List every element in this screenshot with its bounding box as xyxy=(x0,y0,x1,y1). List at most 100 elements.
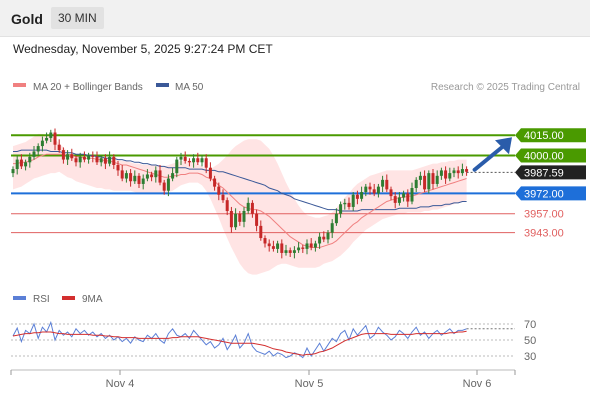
candle-body xyxy=(238,213,242,222)
x-tick-label: Nov 5 xyxy=(295,378,324,390)
candle-body xyxy=(444,170,448,179)
candle-body xyxy=(297,247,301,251)
x-axis: Nov 4 Nov 5 Nov 6 xyxy=(10,370,516,390)
timeframe-tab[interactable]: 30 MIN xyxy=(51,7,104,29)
candle-body xyxy=(452,170,456,174)
level-lines xyxy=(11,134,515,234)
candle-body xyxy=(66,154,70,160)
candles xyxy=(11,128,469,259)
candle-body xyxy=(431,173,435,184)
candle-body xyxy=(162,182,166,191)
x-tick-label: Nov 6 xyxy=(463,378,492,390)
rsi-tick-label: 70 xyxy=(524,319,536,331)
candle-body xyxy=(87,155,91,160)
candle-body xyxy=(351,194,355,207)
ma20-legend-label: MA 20 + Bollinger Bands xyxy=(33,82,143,93)
candle-body xyxy=(448,173,452,179)
candle-body xyxy=(133,175,137,182)
rsi-tick-label: 50 xyxy=(524,335,536,347)
candle-body xyxy=(271,246,275,249)
candle-body xyxy=(259,225,263,239)
candle-body xyxy=(196,158,200,163)
forecast-arrow-head xyxy=(495,137,512,155)
candle-body xyxy=(276,243,280,249)
ma20-legend-swatch xyxy=(13,83,26,87)
candle-body xyxy=(103,158,107,164)
candle-body xyxy=(40,140,44,147)
candle-body xyxy=(70,154,74,159)
ma50-legend-swatch xyxy=(156,83,169,87)
candle-body xyxy=(78,156,82,163)
candle-body xyxy=(410,188,414,202)
candle-body xyxy=(120,170,124,179)
candle-body xyxy=(28,156,32,163)
candle-body xyxy=(175,159,179,174)
candle-body xyxy=(427,173,431,190)
candle-body xyxy=(204,158,208,168)
rsi-panel: 70 50 30 xyxy=(11,319,536,363)
candle-body xyxy=(456,170,460,174)
candle-body xyxy=(129,173,133,182)
candle-body xyxy=(32,151,36,157)
candle-body xyxy=(267,243,271,247)
candle-body xyxy=(330,223,334,233)
candle-body xyxy=(372,189,376,194)
candle-body xyxy=(347,202,351,207)
candle-body xyxy=(99,158,103,163)
candle-body xyxy=(200,158,204,163)
candle-body xyxy=(82,156,86,160)
candle-body xyxy=(376,186,380,194)
candle-body xyxy=(355,194,359,199)
level-tag: 3972.00 xyxy=(515,186,586,201)
candle-body xyxy=(91,155,95,157)
candle-body xyxy=(364,186,368,193)
candle-body xyxy=(183,156,187,161)
candle-body xyxy=(288,250,292,253)
level-tag-box xyxy=(515,165,586,180)
candle-body xyxy=(53,132,57,145)
candle-body xyxy=(263,238,267,244)
instrument-title: Gold xyxy=(11,11,43,27)
rsi-legend-label: RSI xyxy=(33,294,50,305)
forecast-arrow-shaft xyxy=(472,145,504,172)
candle-body xyxy=(326,232,330,240)
candle-body xyxy=(242,211,246,222)
level-tags: 4015.00 4000.00 3987.59 3972.00 3957.00 3943.… xyxy=(515,128,586,240)
candle-body xyxy=(368,186,372,190)
candle-body xyxy=(343,202,347,205)
level-tag: 3987.59 xyxy=(515,165,586,180)
candle-body xyxy=(225,200,229,211)
level-tag-text: 4000.00 xyxy=(524,151,564,163)
level-tag-text: 3943.00 xyxy=(524,228,564,240)
candle-body xyxy=(284,250,288,253)
candle-body xyxy=(255,213,259,226)
forecast-arrow xyxy=(472,137,512,172)
candle-body xyxy=(213,178,217,187)
candle-body xyxy=(292,250,296,253)
candle-body xyxy=(423,175,427,190)
candle-body xyxy=(217,186,221,195)
candle-body xyxy=(141,178,145,184)
level-tag-box xyxy=(515,128,586,143)
candle-body xyxy=(460,169,464,174)
level-tag-text: 3957.00 xyxy=(524,209,564,221)
candle-body xyxy=(145,174,149,179)
level-tag-box xyxy=(515,148,586,163)
level-tag: 4015.00 xyxy=(515,128,586,143)
ma9-legend-swatch xyxy=(62,296,75,300)
candle-body xyxy=(465,169,469,172)
candle-body xyxy=(108,156,112,164)
candle-body xyxy=(280,243,284,253)
candle-body xyxy=(158,170,162,183)
candle-body xyxy=(36,146,40,152)
candle-body xyxy=(439,170,443,176)
candle-body xyxy=(179,156,183,160)
candle-body xyxy=(124,173,128,179)
candle-body xyxy=(57,144,61,151)
candle-body xyxy=(150,174,154,178)
candle-body xyxy=(313,243,317,248)
level-tag: 4000.00 xyxy=(515,148,586,163)
candle-body xyxy=(221,194,225,201)
x-tick-label: Nov 4 xyxy=(106,378,135,390)
